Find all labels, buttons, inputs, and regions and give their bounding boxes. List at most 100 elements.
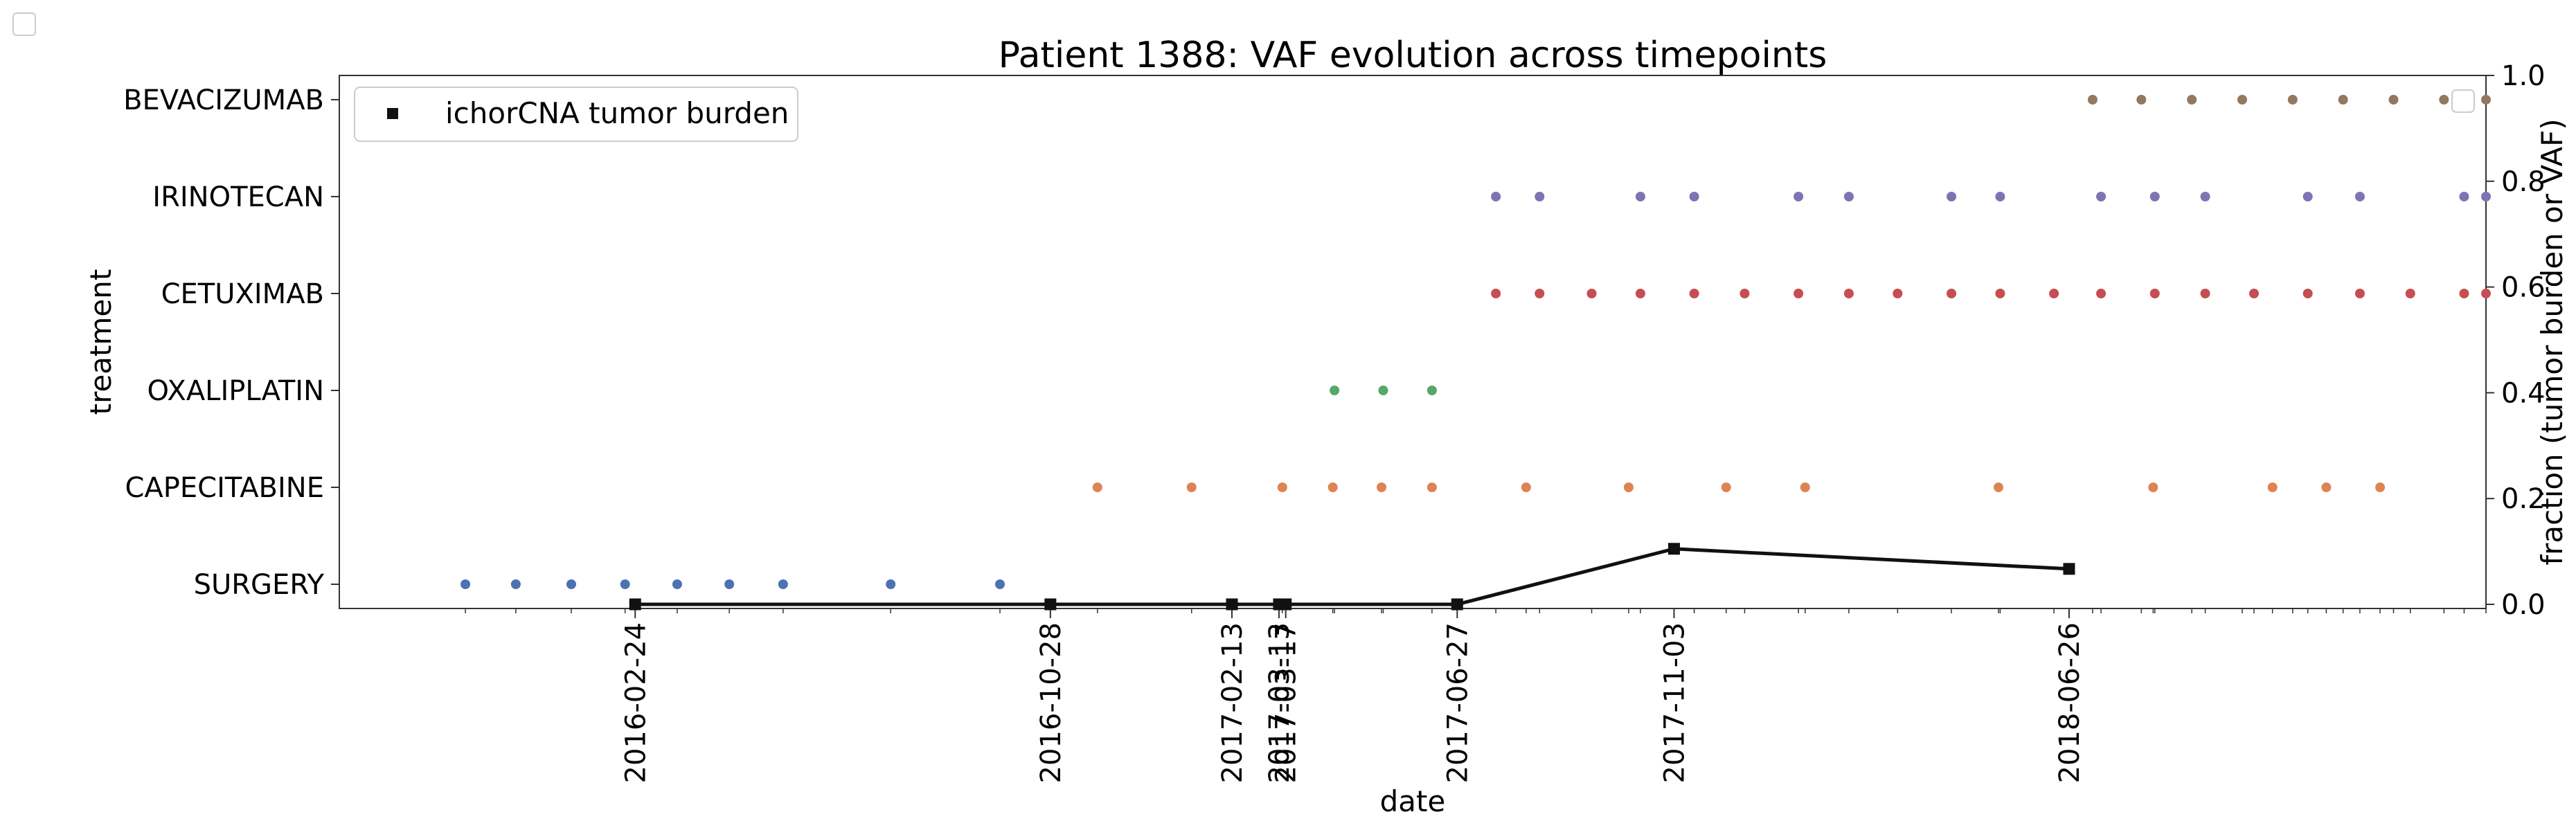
- treatment-point-cetuximab: [1893, 289, 1903, 298]
- tumor-burden-point: [1667, 543, 1680, 555]
- treatment-point-cetuximab: [2354, 289, 2365, 298]
- treatment-tick-label: BEVACIZUMAB: [123, 84, 324, 116]
- treatment-point-capecitabine: [1994, 482, 2004, 492]
- treatment-point-capecitabine: [1800, 482, 1810, 492]
- treatment-point-irinotecan: [2459, 192, 2469, 201]
- date-tick-label: 2018-06-26: [2054, 622, 2086, 783]
- fraction-tick-label: 0.0: [2501, 589, 2546, 621]
- treatment-point-bevacizumab: [2187, 95, 2197, 105]
- treatment-point-oxaliplatin: [1330, 386, 1340, 395]
- treatment-tick-label: SURGERY: [194, 569, 325, 601]
- treatment-point-irinotecan: [1843, 192, 1854, 201]
- treatment-axis: SURGERY CAPECITABINE OXALIPLATIN CETUXIMAB I…: [123, 84, 339, 601]
- treatment-point-cetuximab: [2405, 289, 2415, 298]
- treatment-point-capecitabine: [2321, 482, 2332, 492]
- treatment-point-irinotecan: [1635, 192, 1645, 201]
- date-tick-label: 2017-03-17: [1271, 622, 1303, 783]
- treatment-tick-label: CETUXIMAB: [161, 278, 324, 310]
- legend-square-marker: [387, 108, 398, 119]
- date-axis: 2016-02-24 2016-10-28 2017-02-13 2017-03-13…: [620, 608, 2086, 783]
- treatment-point-irinotecan: [2302, 192, 2313, 201]
- treatment-tick-label: IRINOTECAN: [152, 181, 324, 213]
- tumor-burden-point: [1044, 598, 1057, 611]
- treatment-points: [460, 95, 2491, 589]
- treatment-point-irinotecan: [2354, 192, 2365, 201]
- tumor-burden-series: [629, 543, 2075, 611]
- treatment-point-irinotecan: [2149, 192, 2160, 201]
- treatment-point-cetuximab: [1843, 289, 1854, 298]
- treatment-point-cetuximab: [2481, 289, 2491, 298]
- treatment-point-surgery: [620, 579, 630, 589]
- treatment-point-surgery: [724, 579, 735, 589]
- date-minor-ticks: [465, 608, 2487, 613]
- treatment-point-capecitabine: [1092, 482, 1102, 492]
- corner-checkbox[interactable]: [12, 12, 36, 36]
- treatment-point-cetuximab: [1794, 289, 1804, 298]
- treatment-tick-label: CAPECITABINE: [125, 472, 324, 504]
- treatment-point-surgery: [778, 579, 788, 589]
- treatment-point-bevacizumab: [2287, 95, 2298, 105]
- treatment-point-surgery: [672, 579, 682, 589]
- date-tick-label: 2016-10-28: [1035, 622, 1067, 783]
- treatment-point-cetuximab: [2096, 289, 2107, 298]
- treatment-point-bevacizumab: [2237, 95, 2248, 105]
- tumor-burden-point: [1226, 598, 1238, 611]
- treatment-point-cetuximab: [1739, 289, 1750, 298]
- treatment-point-bevacizumab: [2338, 95, 2348, 105]
- fraction-tick-label: 1.0: [2501, 60, 2546, 92]
- treatment-point-capecitabine: [1521, 482, 1531, 492]
- treatment-point-bevacizumab: [2136, 95, 2147, 105]
- treatment-point-irinotecan: [1535, 192, 1545, 201]
- tumor-burden-point: [629, 598, 641, 611]
- tumor-burden-point: [2063, 563, 2075, 575]
- treatment-point-cetuximab: [2149, 289, 2160, 298]
- treatment-point-surgery: [510, 579, 521, 589]
- treatment-point-oxaliplatin: [1378, 386, 1388, 395]
- treatment-point-surgery: [460, 579, 471, 589]
- treatment-point-surgery: [995, 579, 1005, 589]
- treatment-point-capecitabine: [1426, 482, 1437, 492]
- fraction-tick-label: 0.4: [2501, 377, 2546, 409]
- legend-box: [354, 87, 798, 142]
- treatment-point-bevacizumab: [2087, 95, 2098, 105]
- treatment-point-cetuximab: [2200, 289, 2210, 298]
- treatment-point-irinotecan: [1947, 192, 1957, 201]
- date-tick-label: 2017-03-13: [1264, 622, 1296, 783]
- date-tick-label: 2017-02-13: [1217, 622, 1249, 783]
- treatment-point-capecitabine: [1186, 482, 1197, 492]
- treatment-point-cetuximab: [2248, 289, 2259, 298]
- treatment-point-cetuximab: [1535, 289, 1545, 298]
- fraction-axis: 0.0 0.2 0.4 0.6 0.8 1.0: [2486, 60, 2546, 621]
- plot-frame: [339, 75, 2487, 609]
- treatment-point-irinotecan: [2200, 192, 2210, 201]
- treatment-point-cetuximab: [1689, 289, 1699, 298]
- treatment-point-irinotecan: [1794, 192, 1804, 201]
- treatment-point-cetuximab: [1635, 289, 1645, 298]
- treatment-point-irinotecan: [1491, 192, 1501, 201]
- chart-title: Patient 1388: VAF evolution across timep…: [999, 35, 1827, 76]
- treatment-point-surgery: [886, 579, 896, 589]
- treatment-point-cetuximab: [1586, 289, 1597, 298]
- treatment-point-capecitabine: [2267, 482, 2278, 492]
- tumor-burden-point: [1280, 598, 1292, 611]
- treatment-point-surgery: [566, 579, 577, 589]
- treatment-point-bevacizumab: [2439, 95, 2449, 105]
- treatment-point-cetuximab: [2302, 289, 2313, 298]
- fraction-tick-label: 0.6: [2501, 272, 2546, 304]
- treatment-point-bevacizumab: [2388, 95, 2399, 105]
- date-tick-label: 2017-06-27: [1442, 622, 1474, 783]
- treatment-point-capecitabine: [1623, 482, 1634, 492]
- treatment-point-capecitabine: [1327, 482, 1338, 492]
- y-axis-right-label: fraction (tumor burden or VAF): [2535, 118, 2569, 565]
- treatment-point-capecitabine: [2375, 482, 2386, 492]
- treatment-point-capecitabine: [1377, 482, 1387, 492]
- treatment-point-bevacizumab: [2481, 95, 2491, 105]
- treatment-point-capecitabine: [1277, 482, 1287, 492]
- treatment-point-irinotecan: [1995, 192, 2005, 201]
- treatment-point-cetuximab: [2459, 289, 2469, 298]
- treatment-point-cetuximab: [1995, 289, 2005, 298]
- treatment-point-irinotecan: [2096, 192, 2107, 201]
- treatment-tick-label: OXALIPLATIN: [147, 375, 324, 407]
- y-axis-left-label: treatment: [84, 269, 118, 415]
- x-axis-label: date: [1380, 784, 1446, 818]
